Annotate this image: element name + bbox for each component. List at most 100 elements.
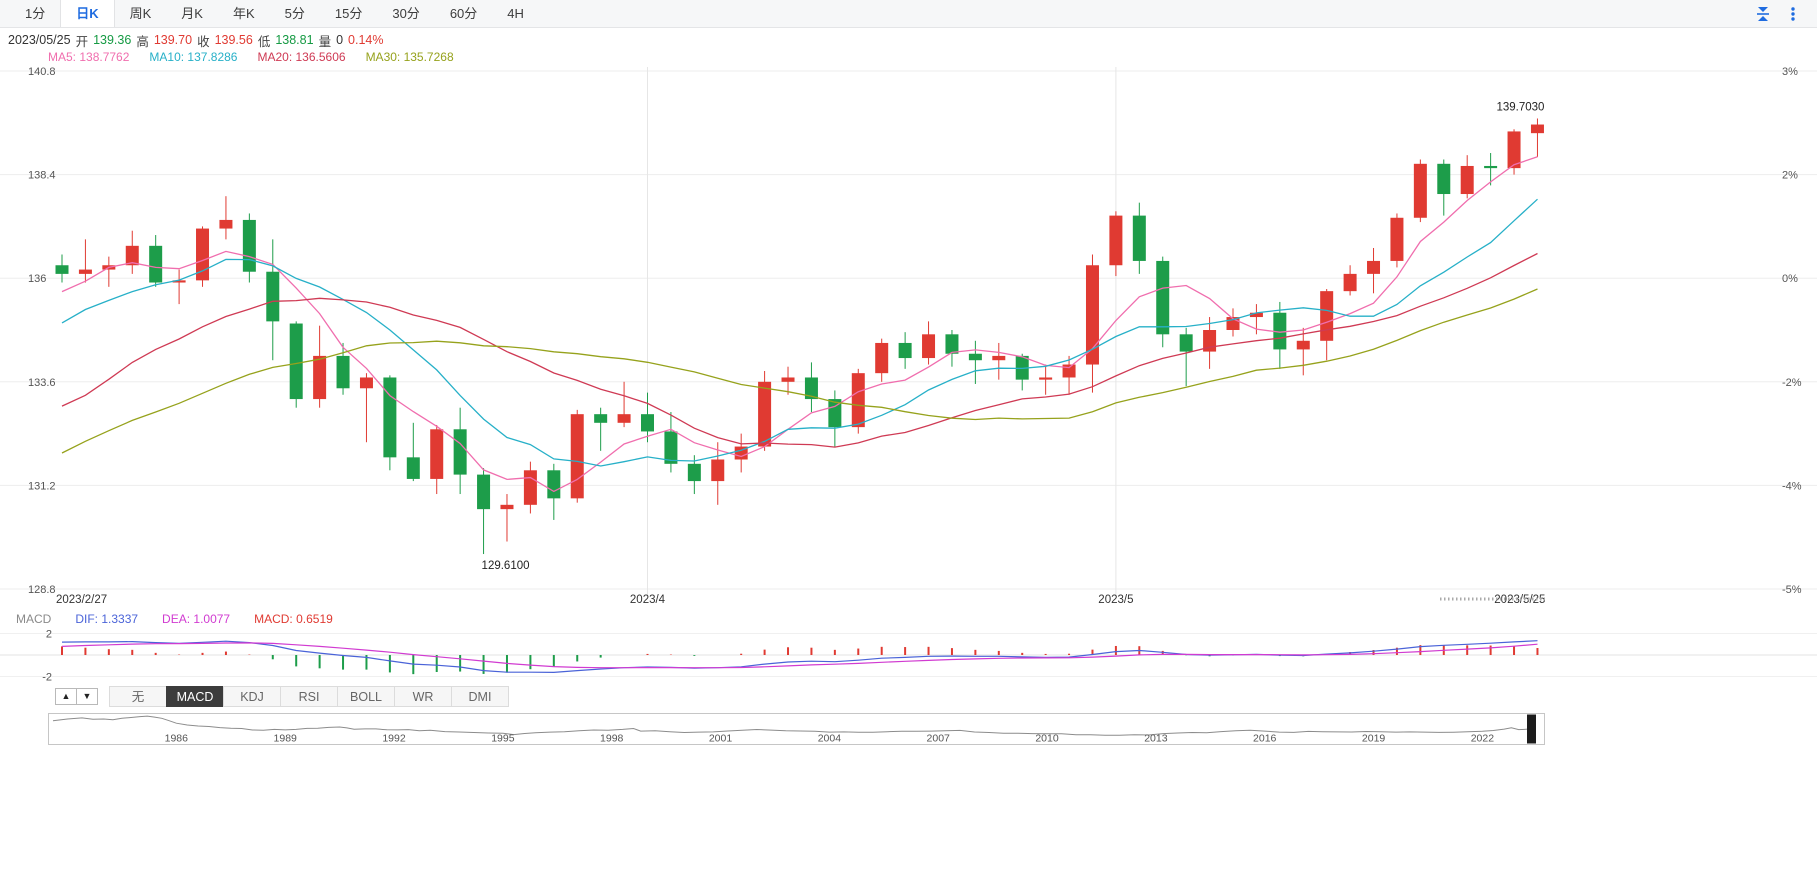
tab-30min[interactable]: 30分	[392, 6, 420, 21]
volume-value: 0	[336, 33, 344, 47]
ind-tab-none[interactable]: 无	[109, 685, 167, 707]
svg-text:2022: 2022	[1471, 733, 1495, 745]
svg-text:2: 2	[46, 629, 52, 641]
ma5-line	[61, 156, 1538, 493]
svg-text:128.8: 128.8	[28, 584, 56, 596]
timeframe-toolbar: 1分 日K 周K 月K 年K 5分 15分 30分 60分 4H	[0, 0, 1817, 28]
svg-text:-2%: -2%	[1782, 377, 1802, 389]
high-value: 139.70	[153, 33, 193, 47]
tab-daily-k[interactable]: 日K	[60, 0, 115, 27]
low-label: 低	[257, 34, 271, 49]
macd-chart[interactable]: 2 -2	[0, 611, 1817, 685]
low-value: 138.81	[275, 33, 314, 47]
svg-text:1989: 1989	[274, 733, 298, 745]
macd-pane: 2 -2 MACD DIF: 1.3337 DEA: 1.0077 MACD: 0…	[0, 611, 1817, 685]
svg-text:3%: 3%	[1782, 66, 1798, 78]
svg-text:2004: 2004	[818, 733, 842, 745]
svg-text:133.6: 133.6	[28, 377, 56, 389]
navigator-year-labels: 1986 1989 1992 1995 1998 2001 2004 2007 2010 2013…	[165, 733, 1495, 745]
ma20-legend: MA20: 136.5606	[257, 49, 346, 64]
svg-text:131.2: 131.2	[28, 480, 56, 492]
macd-axis-labels: 2 -2	[42, 629, 52, 684]
svg-text:-5%: -5%	[1782, 584, 1802, 596]
svg-text:2023/5/25: 2023/5/25	[1494, 594, 1545, 606]
toolbar-actions	[1755, 0, 1817, 27]
ind-tab-rsi[interactable]: RSI	[280, 685, 338, 707]
tab-weekly-k[interactable]: 周K	[129, 6, 152, 21]
svg-text:-4%: -4%	[1782, 480, 1802, 492]
svg-text:2019: 2019	[1362, 733, 1386, 745]
svg-text:2016: 2016	[1253, 733, 1277, 745]
tab-4h[interactable]: 4H	[507, 6, 524, 21]
ma30-legend: MA30: 135.7268	[365, 49, 454, 64]
tab-monthly-k[interactable]: 月K	[181, 6, 203, 21]
kebab-menu-icon[interactable]	[1785, 6, 1801, 22]
svg-text:1986: 1986	[165, 733, 189, 745]
quote-date: 2023/05/25	[8, 33, 71, 47]
ma30-line	[61, 288, 1538, 454]
ma10-line	[61, 198, 1538, 467]
timeline-navigator[interactable]: 1986 1989 1992 1995 1998 2001 2004 2007 2010 2013…	[48, 713, 1545, 745]
ma-lines-layer	[61, 156, 1538, 493]
dif-line	[61, 640, 1538, 674]
quote-summary: 2023/05/25 开 139.36 高 139.70 收 139.56 低 …	[0, 28, 1817, 49]
ind-tab-dmi[interactable]: DMI	[451, 685, 509, 707]
pane-up-button[interactable]: ▲	[55, 687, 77, 705]
svg-text:2010: 2010	[1035, 733, 1059, 745]
close-value: 139.56	[214, 33, 253, 47]
ind-tab-wr[interactable]: WR	[394, 685, 452, 707]
tab-yearly-k[interactable]: 年K	[232, 6, 255, 21]
svg-text:136: 136	[28, 273, 46, 285]
macd-dea-value: DEA: 1.0077	[162, 612, 231, 626]
open-value: 139.36	[93, 33, 132, 47]
ind-tab-boll[interactable]: BOLL	[337, 685, 395, 707]
svg-text:0%: 0%	[1782, 273, 1798, 285]
collapse-icon[interactable]	[1755, 6, 1771, 22]
macd-hist-value: MACD: 0.6519	[254, 612, 333, 626]
candlestick-chart[interactable]: 140.8 138.4 136 133.6 131.2 128.8 3% 2% 0% -2% -4%…	[0, 65, 1817, 611]
dea-line	[61, 642, 1538, 669]
svg-text:2001: 2001	[709, 733, 733, 745]
open-label: 开	[75, 34, 89, 49]
svg-text:2%: 2%	[1782, 170, 1798, 182]
svg-text:140.8: 140.8	[28, 66, 56, 78]
x-axis-labels: 2023/2/27 2023/4 2023/5 2023/5/25	[56, 594, 1545, 606]
tab-15min[interactable]: 15分	[334, 6, 363, 21]
ma10-legend: MA10: 137.8286	[149, 49, 238, 64]
candles-layer	[55, 118, 1544, 555]
svg-text:2013: 2013	[1144, 733, 1168, 745]
grid-layer	[0, 67, 1817, 595]
price-annotations: 139.7030 129.6100	[482, 101, 1545, 572]
svg-text:2023/5: 2023/5	[1098, 594, 1133, 606]
tab-5min[interactable]: 5分	[284, 6, 305, 21]
svg-text:1998: 1998	[600, 733, 624, 745]
ma-legend: MA5: 138.7762 MA10: 137.8286 MA20: 136.5…	[0, 48, 1817, 65]
change-percent: 0.14%	[348, 33, 384, 47]
indicator-bar: ▲ ▼ 无 MACD KDJ RSI BOLL WR DMI	[0, 685, 1817, 707]
macd-dif-value: DIF: 1.3337	[75, 612, 139, 626]
navigator-window-handle	[1527, 714, 1536, 744]
ind-tab-macd[interactable]: MACD	[166, 685, 224, 707]
macd-title: MACD	[16, 612, 52, 626]
tab-1min[interactable]: 1分	[25, 6, 46, 21]
svg-text:2023/2/27: 2023/2/27	[56, 594, 107, 606]
svg-text:139.7030: 139.7030	[1496, 101, 1544, 113]
macd-legend: MACD DIF: 1.3337 DEA: 1.0077 MACD: 0.651…	[16, 612, 333, 626]
ma5-legend: MA5: 138.7762	[48, 49, 130, 64]
high-label: 高	[136, 34, 149, 49]
svg-text:1995: 1995	[491, 733, 515, 745]
svg-text:138.4: 138.4	[28, 170, 56, 182]
ind-tab-kdj[interactable]: KDJ	[223, 685, 281, 707]
ma20-line	[61, 252, 1538, 448]
tab-60min[interactable]: 60分	[449, 6, 478, 21]
navigator-sparkline[interactable]: 1986 1989 1992 1995 1998 2001 2004 2007 2010 2013…	[49, 714, 1544, 745]
timeframe-tabs: 1分 日K 周K 月K 年K 5分 15分 30分 60分 4H	[0, 0, 539, 27]
navigator-line	[52, 715, 1534, 736]
main-chart-pane: 140.8 138.4 136 133.6 131.2 128.8 3% 2% 0% -2% -4%…	[0, 65, 1817, 611]
svg-text:2023/4: 2023/4	[630, 594, 666, 606]
pane-down-button[interactable]: ▼	[76, 687, 98, 705]
volume-label: 量	[318, 34, 332, 49]
svg-text:1992: 1992	[382, 733, 406, 745]
close-label: 收	[197, 34, 210, 49]
